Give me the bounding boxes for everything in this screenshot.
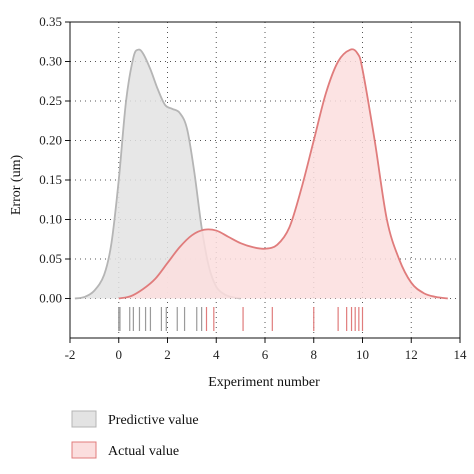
y-tick-label: 0.30 — [39, 54, 62, 69]
x-tick-label: -2 — [65, 347, 76, 362]
x-axis-label: Experiment number — [208, 375, 320, 390]
y-tick-label: 0.35 — [39, 14, 62, 29]
density-line-actual — [118, 48, 448, 300]
y-tick-label: 0.20 — [39, 133, 62, 148]
y-tick-label: 0.05 — [39, 251, 62, 266]
y-tick-label: 0.00 — [39, 291, 62, 306]
x-tick-label: 2 — [164, 347, 171, 362]
rug-marks — [118, 307, 364, 331]
x-tick-label: 4 — [213, 347, 220, 362]
y-tick-label: 0.10 — [39, 212, 62, 227]
legend-label-actual: Actual value — [108, 444, 179, 459]
x-tick-label: 12 — [405, 347, 418, 362]
legend: Predictive value Actual value — [71, 410, 199, 459]
x-tick-label: 10 — [356, 347, 369, 362]
x-tick-label: 8 — [311, 347, 318, 362]
area-fill-actual — [118, 49, 448, 299]
legend-label-predictive: Predictive value — [108, 413, 199, 428]
x-tick-label: 0 — [116, 347, 123, 362]
x-tick-label: 6 — [262, 347, 269, 362]
y-axis-label: Error (um) — [9, 155, 24, 216]
axis-ticks: -2 0 2 4 6 8 10 12 14 0.00 0.05 0.10 0.15 0.20 0.25 0.3… — [39, 14, 467, 362]
y-tick-label: 0.15 — [39, 172, 62, 187]
density-areas — [74, 48, 448, 300]
legend-swatch-predictive — [71, 410, 97, 428]
y-tick-label: 0.25 — [39, 93, 62, 108]
legend-swatch-actual — [71, 441, 97, 459]
x-tick-label: 14 — [454, 347, 468, 362]
